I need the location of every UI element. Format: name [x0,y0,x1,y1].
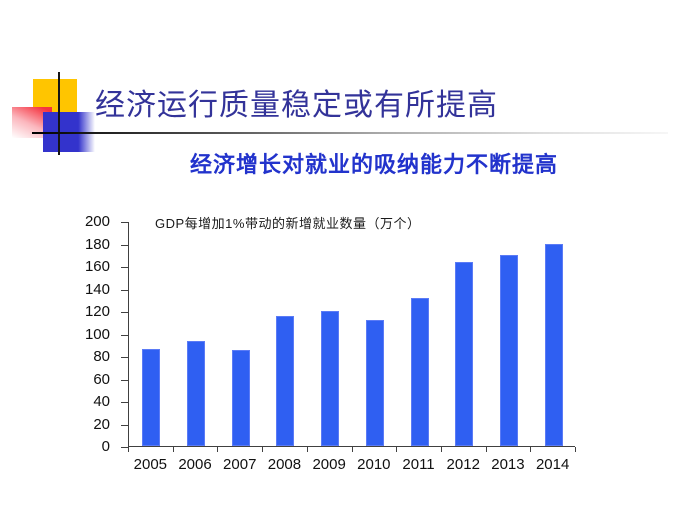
x-tick-mark [396,447,398,452]
y-tick-label: 160 [84,258,110,275]
y-tick-mark [121,357,128,358]
bar-2008 [276,315,295,446]
x-tick-mark [217,447,219,452]
bar-2012 [455,261,474,446]
x-tick-label: 2013 [491,456,525,473]
y-tick-label: 180 [84,235,110,253]
y-tick-label: 20 [93,415,110,433]
x-tick-label: 2014 [535,456,570,473]
y-tick-mark [121,222,128,223]
y-tick-mark [121,402,128,403]
y-tick-mark [121,244,128,246]
plot-area [128,222,575,447]
y-tick-mark [121,312,128,313]
y-tick-mark [121,424,128,426]
x-tick-mark [440,447,442,452]
x-tick-label: 2010 [357,456,391,473]
bar-2013 [499,254,518,446]
bar-2007 [231,350,250,446]
y-tick-label: 200 [84,213,110,230]
x-tick-label: 2011 [402,456,435,473]
slide-title: 经济运行质量稳定或有所提高 [95,89,498,122]
bar-2014 [544,243,563,446]
bar-2010 [365,320,384,446]
bar-2011 [410,297,429,446]
bar-2009 [321,311,340,446]
x-tick-mark [172,447,174,452]
y-tick-mark [121,267,128,268]
x-tick-mark [306,447,308,452]
x-tick-mark [530,447,532,452]
x-tick-label: 2012 [446,456,480,473]
y-tick-label: 0 [101,438,110,455]
slide-subtitle: 经济增长对就业的吸纳能力不断提高 [190,152,559,177]
y-tick-mark [121,379,128,381]
x-tick-mark [128,447,129,452]
x-tick-label: 2007 [223,456,257,473]
y-tick-label: 60 [93,370,110,388]
y-tick-label: 140 [84,280,110,298]
x-tick-label: 2005 [133,456,168,473]
y-tick-label: 40 [93,393,110,410]
decoration-vertical-line [58,72,60,155]
y-tick-label: 120 [84,303,110,320]
x-tick-mark [262,447,264,452]
bar-2006 [187,341,206,446]
x-tick-label: 2006 [178,456,212,473]
bar-2005 [142,349,161,446]
x-tick-mark [351,447,353,452]
y-tick-label: 100 [84,325,110,343]
chart-title: GDP每增加1%带动的新增就业数量（万个） [155,216,421,231]
x-tick-label: 2009 [312,456,346,473]
y-tick-mark [121,447,128,448]
title-underline-rule [32,132,668,134]
y-tick-mark [121,334,128,336]
y-tick-mark [121,289,128,291]
x-tick-mark [485,447,487,452]
x-tick-label: 2008 [267,456,302,473]
x-tick-mark [575,447,576,452]
y-tick-label: 80 [93,348,110,365]
